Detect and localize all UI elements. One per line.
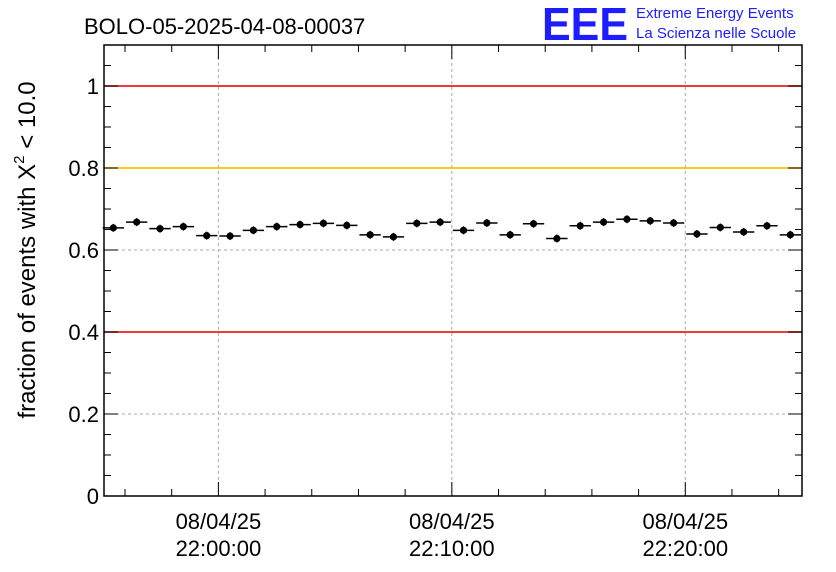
data-point xyxy=(102,223,125,232)
data-point-marker xyxy=(203,232,211,240)
data-point xyxy=(219,232,241,241)
data-point xyxy=(592,218,615,227)
plot-frame xyxy=(103,44,803,497)
reference-lines xyxy=(104,85,802,333)
y-tick-label: 0 xyxy=(87,484,99,509)
data-point xyxy=(662,218,685,227)
data-point xyxy=(639,216,661,225)
data-point-marker xyxy=(226,232,234,240)
data-point xyxy=(429,218,451,227)
axis-ticks xyxy=(104,44,802,497)
data-point-marker xyxy=(646,217,654,225)
grid xyxy=(104,45,802,496)
data-point-marker xyxy=(483,219,491,227)
data-point xyxy=(149,224,171,233)
y-axis-title: fraction of events with X2 < 10.0 xyxy=(11,81,41,418)
data-point xyxy=(709,223,731,232)
data-point-marker xyxy=(366,231,374,239)
data-point-marker xyxy=(623,215,631,223)
y-tick-label: 0.6 xyxy=(68,238,99,263)
data-point xyxy=(359,230,381,239)
data-point-marker xyxy=(740,228,748,236)
data-point-marker xyxy=(553,234,561,243)
data-point xyxy=(382,232,405,241)
data-point xyxy=(616,215,638,224)
data-point xyxy=(312,219,335,228)
x-axis-labels: 08/04/2522:00:0008/04/2522:10:0008/04/25… xyxy=(176,509,729,561)
data-point-marker xyxy=(156,225,164,233)
data-point xyxy=(756,221,778,230)
data-point xyxy=(242,226,265,235)
y-tick-label: 0.2 xyxy=(68,402,99,427)
data-point-marker xyxy=(599,218,608,226)
data-point-marker xyxy=(273,223,281,231)
data-point-marker xyxy=(459,226,468,234)
data-point xyxy=(569,221,591,230)
data-series xyxy=(102,215,801,243)
data-point-marker xyxy=(436,218,444,226)
data-point-marker xyxy=(763,222,771,230)
data-point xyxy=(126,218,148,227)
data-point-marker xyxy=(413,219,421,227)
data-point-marker xyxy=(343,221,351,229)
x-tick-label-date: 08/04/25 xyxy=(176,509,262,534)
data-point xyxy=(289,220,311,229)
data-point-marker xyxy=(716,223,724,232)
data-point xyxy=(499,230,521,239)
data-point-marker xyxy=(576,222,584,230)
x-tick-label-time: 22:20:00 xyxy=(642,536,728,561)
data-point xyxy=(522,219,545,228)
data-point xyxy=(266,222,288,231)
data-point xyxy=(779,230,801,239)
data-point-marker xyxy=(786,231,794,239)
data-point xyxy=(732,227,755,236)
data-point-marker xyxy=(109,224,117,232)
logo-line-1: Extreme Energy Events xyxy=(636,5,794,22)
data-point xyxy=(476,218,498,227)
data-point-marker xyxy=(670,219,678,227)
x-tick-label-time: 22:00:00 xyxy=(176,536,262,561)
data-point xyxy=(336,221,358,230)
y-tick-label: 0.4 xyxy=(68,320,99,345)
chart-title: BOLO-05-2025-04-08-00037 xyxy=(84,14,365,39)
data-point xyxy=(172,222,195,231)
data-point xyxy=(406,219,428,228)
data-point-marker xyxy=(529,220,538,228)
y-axis-labels: 0 0.2 0.4 0.6 0.8 1 xyxy=(68,74,99,509)
eee-logo: EEE Extreme Energy Events La Scienza nel… xyxy=(542,0,796,50)
data-point xyxy=(196,231,218,240)
data-point xyxy=(452,226,475,235)
data-point-marker xyxy=(506,231,514,239)
data-point xyxy=(686,230,708,239)
y-tick-label: 1 xyxy=(87,74,99,99)
x-tick-label-date: 08/04/25 xyxy=(409,509,495,534)
data-point-marker xyxy=(693,230,701,238)
x-tick-label-date: 08/04/25 xyxy=(642,509,728,534)
x-tick-label-time: 22:10:00 xyxy=(409,536,495,561)
data-point-marker xyxy=(296,220,304,229)
data-point-marker xyxy=(133,218,141,226)
logo-line-2: La Scienza nelle Scuole xyxy=(636,25,796,42)
data-point-marker xyxy=(319,219,328,227)
data-point-marker xyxy=(179,223,187,231)
data-point-marker xyxy=(249,226,258,234)
logo-mark: EEE xyxy=(542,0,628,50)
y-tick-label: 0.8 xyxy=(68,156,99,181)
data-point xyxy=(546,234,568,243)
data-point-marker xyxy=(389,233,398,241)
